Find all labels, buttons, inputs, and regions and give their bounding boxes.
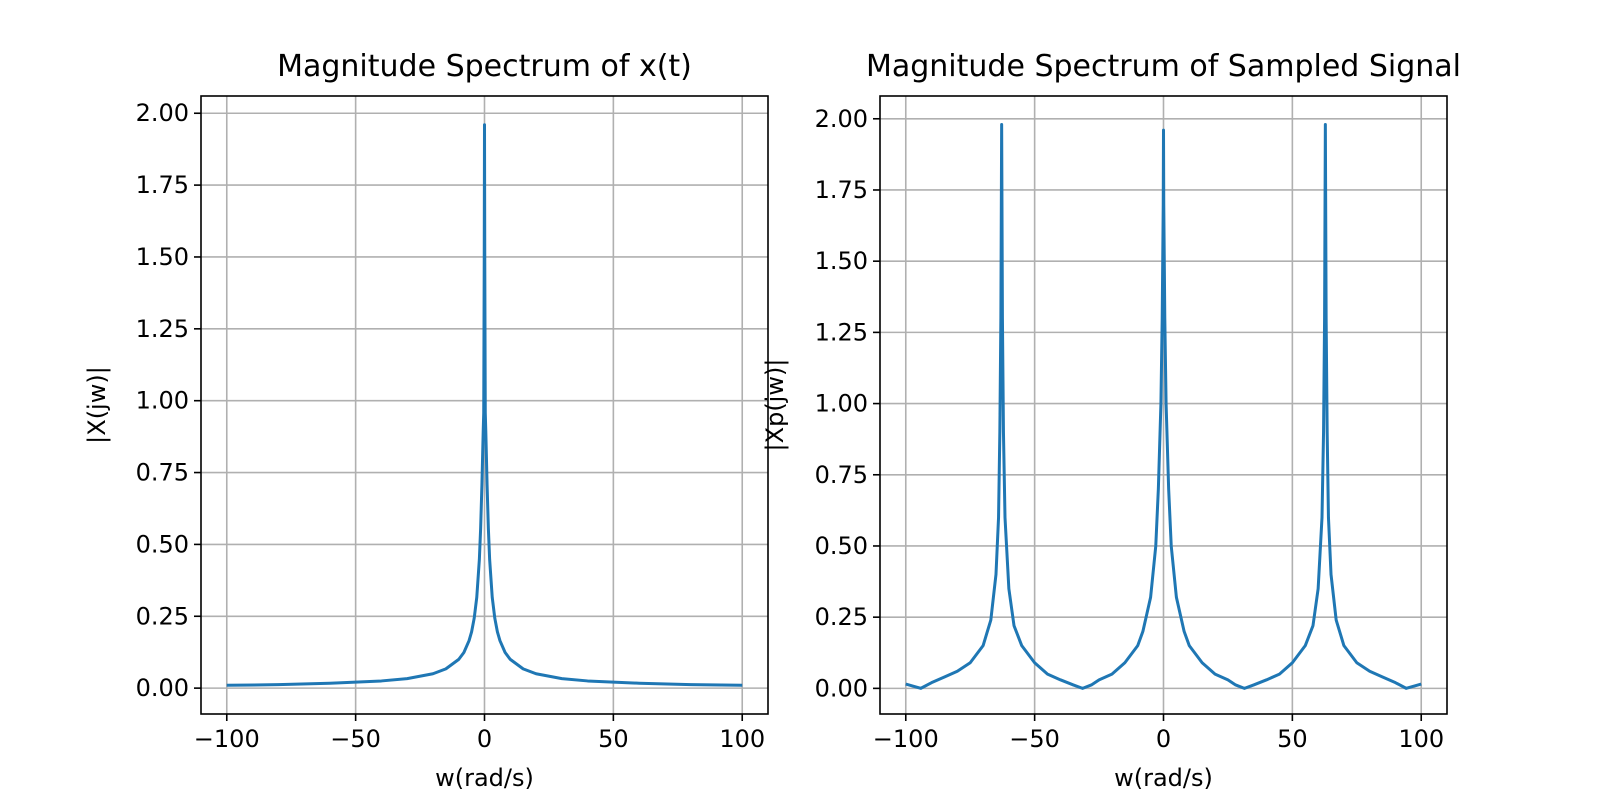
x-tick-label: 100 bbox=[719, 725, 765, 753]
y-tick-label: 0.75 bbox=[815, 461, 868, 489]
y-tick-label: 1.00 bbox=[136, 387, 189, 415]
chart-title: Magnitude Spectrum of x(t) bbox=[277, 49, 692, 84]
y-tick-label: 2.00 bbox=[136, 99, 189, 127]
y-tick-label: 1.25 bbox=[815, 318, 868, 346]
x-axis-label: w(rad/s) bbox=[1114, 764, 1213, 792]
y-tick-label: 1.25 bbox=[136, 315, 189, 343]
y-tick-label: 1.75 bbox=[136, 171, 189, 199]
y-tick-label: 0.25 bbox=[815, 603, 868, 631]
y-axis-label: |X(jw)| bbox=[83, 366, 111, 444]
x-tick-label: 0 bbox=[1156, 725, 1171, 753]
x-tick-label: −50 bbox=[330, 725, 381, 753]
series-line bbox=[226, 123, 743, 687]
x-tick-label: −50 bbox=[1009, 725, 1060, 753]
y-tick-label: 1.75 bbox=[815, 176, 868, 204]
x-tick-label: 100 bbox=[1398, 725, 1444, 753]
y-tick-label: 0.00 bbox=[136, 674, 189, 702]
chart-magnitude-spectrum-sampled: −100 −50 0 50 100 0.00 0.25 0.50 0.75 1.00 1.25 1.5… bbox=[761, 49, 1461, 792]
y-tick-label: 0.00 bbox=[815, 674, 868, 702]
x-tick-label: 0 bbox=[477, 725, 492, 753]
ticks: −100 −50 0 50 100 0.00 0.25 0.50 0.75 1.00 1.25 1.5… bbox=[815, 105, 1445, 753]
y-tick-label: 0.50 bbox=[136, 530, 189, 558]
y-tick-label: 0.75 bbox=[136, 459, 189, 487]
y-axis-label: |Xp(jw)| bbox=[761, 359, 789, 452]
y-tick-label: 1.00 bbox=[815, 390, 868, 418]
series-line bbox=[905, 122, 1422, 690]
x-tick-label: 50 bbox=[1277, 725, 1308, 753]
chart-magnitude-spectrum-x: −100 −50 0 50 100 0.00 0.25 0.50 0.75 1.00 1.25 1.5… bbox=[83, 49, 769, 792]
ticks: −100 −50 0 50 100 0.00 0.25 0.50 0.75 1.00 1.25 1.5… bbox=[136, 99, 766, 753]
y-tick-label: 0.25 bbox=[136, 602, 189, 630]
chart-title: Magnitude Spectrum of Sampled Signal bbox=[866, 49, 1461, 84]
x-axis-label: w(rad/s) bbox=[435, 764, 534, 792]
x-tick-label: −100 bbox=[873, 725, 939, 753]
y-tick-label: 1.50 bbox=[136, 243, 189, 271]
x-tick-label: 50 bbox=[598, 725, 629, 753]
y-tick-label: 1.50 bbox=[815, 247, 868, 275]
y-tick-label: 2.00 bbox=[815, 105, 868, 133]
y-tick-label: 0.50 bbox=[815, 532, 868, 560]
x-tick-label: −100 bbox=[194, 725, 260, 753]
